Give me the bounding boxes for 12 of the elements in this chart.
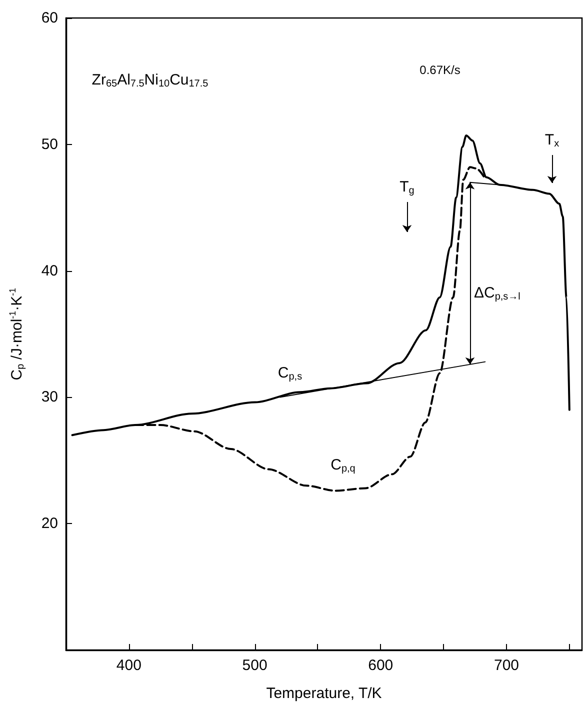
x-tick-label: 400 xyxy=(116,657,142,674)
x-tick-label: 700 xyxy=(494,657,520,674)
y-axis-title: Cp /J·mol-1·K-1 xyxy=(8,288,26,380)
y-tick-label: 20 xyxy=(41,515,58,532)
y-tick-label: 50 xyxy=(41,136,58,153)
x-tick-label: 500 xyxy=(242,657,268,674)
y-tick-label: 40 xyxy=(41,262,58,280)
x-axis-title: Temperature, T/K xyxy=(266,685,382,702)
y-tick-label: 60 xyxy=(41,10,58,26)
annotation: 0.67K/s xyxy=(420,63,460,77)
x-tick-label: 600 xyxy=(368,657,394,674)
y-tick-label: 30 xyxy=(41,388,58,406)
